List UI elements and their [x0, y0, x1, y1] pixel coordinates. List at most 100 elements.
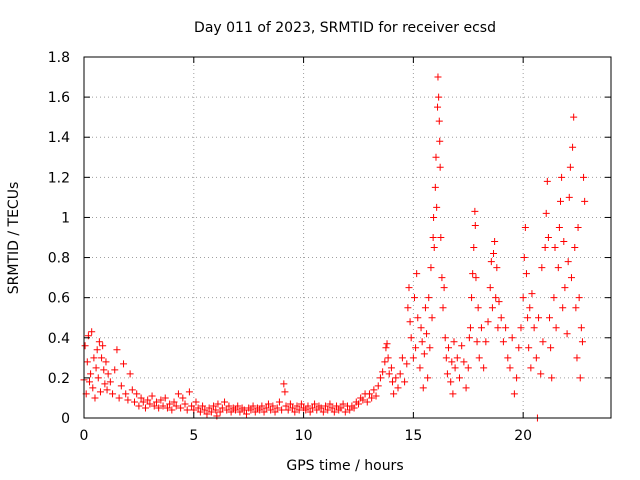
data-point [436, 137, 444, 145]
data-point [428, 314, 436, 322]
data-point [561, 284, 569, 292]
data-point [493, 264, 501, 272]
data-point [141, 404, 149, 412]
data-point [550, 294, 558, 302]
data-point [126, 370, 134, 378]
data-point [414, 314, 422, 322]
data-point [205, 404, 213, 412]
data-point [510, 390, 518, 398]
data-point [527, 364, 535, 372]
data-point [212, 406, 220, 414]
data-point [470, 244, 478, 252]
data-point [570, 113, 578, 121]
data-point [555, 223, 563, 231]
data-point [554, 264, 562, 272]
data-point [567, 274, 575, 282]
data-point [98, 354, 106, 362]
data-point [434, 103, 442, 111]
data-point [264, 400, 272, 408]
data-point [404, 304, 412, 312]
data-point [499, 338, 507, 346]
data-point [431, 183, 439, 191]
data-point [383, 340, 391, 348]
data-point [306, 408, 314, 416]
data-point [575, 294, 583, 302]
data-point [139, 398, 147, 406]
data-point [94, 374, 102, 382]
data-point [90, 354, 98, 362]
data-point [443, 370, 451, 378]
data-point [297, 400, 305, 408]
data-point [468, 294, 476, 302]
data-point [541, 244, 549, 252]
data-point [319, 408, 327, 416]
data-point [486, 284, 494, 292]
plot-frame [83, 56, 612, 419]
data-point [170, 398, 178, 406]
data-point [115, 394, 123, 402]
data-point [547, 344, 555, 352]
data-point [560, 238, 568, 246]
chart-title: Day 011 of 2023, SRMTID for receiver ecs… [194, 20, 496, 36]
data-point [520, 254, 528, 262]
data-point [426, 344, 434, 352]
data-point [458, 342, 466, 350]
axis-ticks: 0 5 10 15 20 0 0.2 0.4 0.6 0.8 1 1.2 1.4 1.6 1.8 [48, 50, 611, 444]
data-point [382, 344, 390, 352]
data-point [421, 304, 429, 312]
data-point [473, 338, 481, 346]
data-point [221, 398, 229, 406]
data-point [177, 404, 185, 412]
data-point [326, 400, 334, 408]
y-tick-label: 1 [61, 210, 70, 226]
data-point [179, 394, 187, 402]
data-point [566, 163, 574, 171]
data-point [273, 404, 281, 412]
data-point [363, 398, 371, 406]
data-point [260, 408, 268, 416]
data-point [424, 374, 432, 382]
y-tick-label: 0.6 [48, 291, 70, 307]
data-point [359, 396, 367, 404]
data-point [267, 406, 275, 414]
data-point [427, 264, 435, 272]
data-point [286, 400, 294, 408]
data-point [95, 338, 103, 346]
data-point [430, 244, 438, 252]
data-point [435, 117, 443, 125]
data-point [249, 402, 257, 410]
data-point [548, 374, 556, 382]
data-point [192, 398, 200, 406]
data-point [442, 354, 450, 362]
data-point [282, 402, 290, 410]
data-point [144, 396, 152, 404]
data-point [474, 304, 482, 312]
data-point [525, 344, 533, 352]
data-point [291, 408, 299, 416]
data-point [376, 374, 384, 382]
data-point [455, 374, 463, 382]
data-point [251, 408, 259, 416]
data-point [155, 404, 163, 412]
data-point [556, 197, 564, 205]
data-point [484, 318, 492, 326]
data-point [580, 173, 588, 181]
data-point [418, 338, 426, 346]
data-point [477, 324, 485, 332]
data-point [157, 396, 165, 404]
data-point [569, 143, 577, 151]
data-point [101, 380, 109, 388]
data-point [88, 328, 96, 336]
data-point [275, 398, 283, 406]
data-point [91, 394, 99, 402]
data-point [324, 406, 332, 414]
data-point [339, 400, 347, 408]
data-point [152, 398, 160, 406]
data-point [89, 384, 97, 392]
data-point [466, 324, 474, 332]
data-point [526, 304, 534, 312]
data-point [472, 274, 480, 282]
data-point [453, 354, 461, 362]
data-point [412, 344, 420, 352]
data-point [117, 382, 125, 390]
